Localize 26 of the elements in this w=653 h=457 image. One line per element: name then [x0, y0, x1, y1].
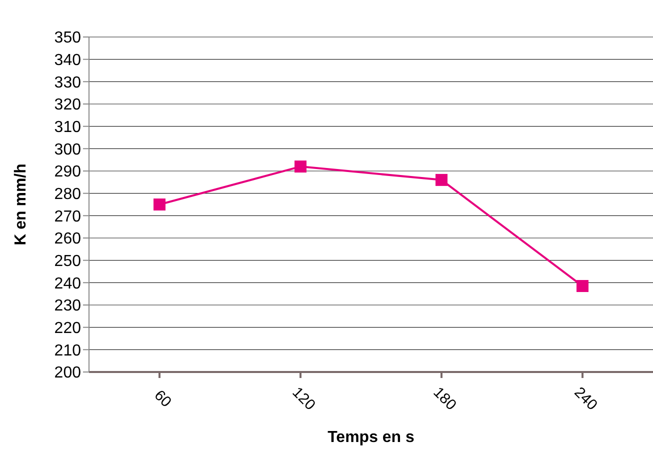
y-axis-title: K en mm/h	[12, 164, 30, 246]
x-tick-label: 60	[150, 386, 175, 411]
x-tick-label: 240	[570, 384, 601, 414]
x-tick-label: 180	[430, 384, 460, 414]
x-tick-label: 120	[288, 384, 319, 414]
y-tick-label: 270	[54, 208, 82, 226]
point	[154, 198, 166, 210]
y-tick-label: 240	[54, 275, 82, 292]
y-tick-label: 280	[54, 186, 82, 204]
point	[576, 280, 588, 292]
y-tick-label: 330	[54, 74, 82, 92]
y-tick-label: 230	[54, 298, 82, 315]
y-tick-label: 250	[54, 253, 82, 270]
point	[294, 160, 306, 173]
y-tick-label: 290	[54, 164, 82, 181]
y-tick-label: 200	[54, 364, 82, 382]
point	[436, 174, 448, 186]
y-tick-label: 340	[54, 52, 82, 70]
y-tick-label: 220	[54, 320, 82, 338]
y-tick-label: 210	[54, 342, 82, 360]
x-axis-title: Temps en s	[328, 429, 415, 446]
y-tick-label: 320	[54, 96, 82, 114]
y-tick-label: 310	[54, 119, 82, 136]
y-tick-label: 350	[54, 30, 82, 47]
y-tick-label: 260	[54, 230, 82, 248]
y-tick-label: 300	[54, 141, 82, 158]
